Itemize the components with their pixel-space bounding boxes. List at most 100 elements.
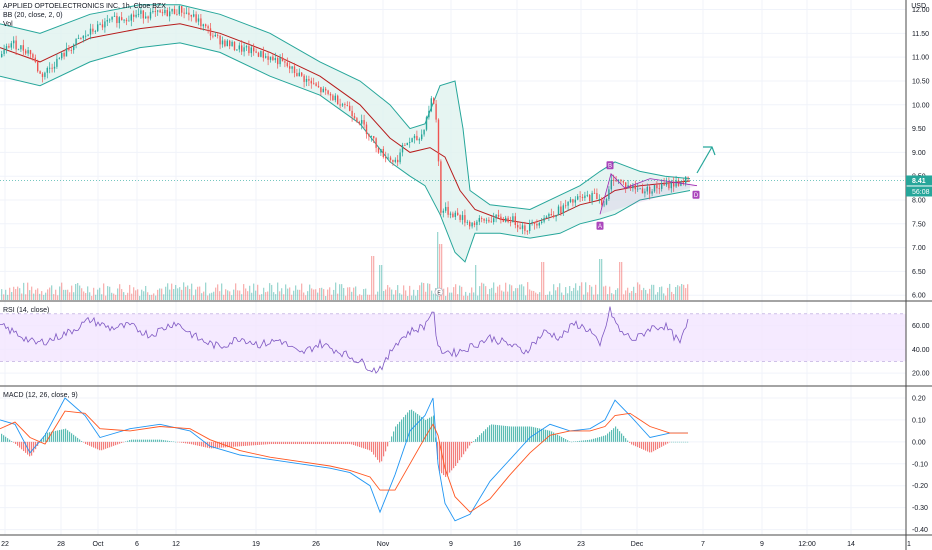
macd-pane[interactable] — [0, 397, 689, 522]
volume-bar — [577, 290, 579, 300]
macd-histogram-bar — [469, 441, 471, 446]
candle-body — [469, 221, 471, 227]
candle-body — [89, 28, 92, 35]
macd-histogram-bar — [657, 441, 659, 449]
candle-body — [322, 88, 324, 93]
macd-histogram-bar — [491, 424, 493, 442]
macd-histogram-bar — [99, 441, 101, 451]
macd-histogram-bar — [393, 431, 395, 442]
macd-histogram-bar — [625, 438, 627, 442]
macd-histogram-bar — [537, 428, 539, 442]
volume-bar — [89, 292, 91, 300]
candle-body — [394, 159, 396, 162]
price-tick-label: 6.50 — [912, 269, 926, 276]
volume-bar — [497, 286, 499, 300]
volume-bar — [319, 288, 321, 300]
price-tick-label: 8.00 — [912, 198, 926, 205]
macd-tick-label: 0.10 — [912, 417, 926, 424]
candle-body — [15, 40, 17, 50]
volume-bar — [401, 294, 403, 300]
macd-histogram-bar — [157, 439, 159, 442]
macd-histogram-bar — [449, 441, 451, 473]
candle-body — [485, 219, 488, 221]
macd-histogram-bar — [485, 429, 487, 442]
candle-body — [65, 48, 68, 57]
volume-bar — [377, 291, 379, 300]
volume-bar — [209, 293, 211, 300]
macd-histogram-bar — [515, 426, 517, 442]
candle-body — [596, 193, 598, 200]
volume-bar — [501, 290, 503, 300]
macd-histogram-bar — [569, 441, 571, 442]
price-tick-label: 12.00 — [912, 7, 930, 14]
candle-body — [154, 11, 156, 12]
candle-body — [553, 215, 555, 217]
candle-body — [51, 67, 53, 69]
volume-bar — [93, 287, 95, 300]
macd-histogram-bar — [675, 441, 677, 443]
rsi-band — [0, 313, 906, 362]
volume-bar — [151, 294, 153, 300]
candle-body — [137, 13, 140, 15]
volume-bar — [141, 289, 143, 300]
volume-bar — [139, 295, 141, 300]
candle-body — [17, 49, 20, 51]
volume-bar — [325, 295, 327, 300]
macd-histogram-bar — [667, 441, 669, 444]
macd-histogram-bar — [241, 441, 243, 447]
macd-histogram-bar — [177, 441, 179, 443]
volume-bar — [637, 282, 639, 300]
volume-bar — [331, 294, 333, 300]
candle-body — [207, 26, 209, 29]
candle-body — [145, 16, 147, 19]
macd-histogram-bar — [205, 441, 207, 448]
candle-body — [581, 197, 584, 198]
candle-body — [421, 134, 423, 140]
macd-histogram-bar — [257, 441, 259, 445]
volume-bar — [393, 294, 395, 300]
volume-bar — [201, 293, 203, 300]
candle-body — [92, 28, 94, 32]
candle-body — [461, 215, 464, 220]
macd-histogram-bar — [455, 441, 457, 466]
candle-body — [358, 121, 360, 124]
macd-histogram-bar — [203, 441, 205, 447]
macd-histogram-bar — [409, 410, 411, 442]
pattern-line — [599, 173, 698, 215]
price-pane[interactable]: A B D E — [0, 4, 906, 300]
macd-histogram-bar — [673, 441, 675, 443]
candle-body — [229, 40, 231, 47]
pattern-fill — [600, 173, 697, 215]
macd-histogram-bar — [153, 439, 155, 442]
candle-body — [341, 104, 344, 106]
macd-histogram-bar — [559, 435, 561, 442]
volume-bar — [263, 287, 265, 300]
volume-bar — [433, 293, 435, 300]
volume-bar — [85, 292, 87, 300]
candle-body — [212, 35, 214, 37]
volume-bar — [305, 295, 307, 300]
macd-histogram-bar — [631, 441, 633, 445]
rsi-pane[interactable] — [0, 306, 906, 374]
macd-histogram-bar — [581, 440, 583, 442]
volume-bar — [193, 295, 195, 300]
volume-bar — [499, 284, 501, 300]
macd-histogram-bar — [221, 441, 223, 448]
volume-bar — [199, 286, 201, 300]
macd-histogram-bar — [307, 441, 309, 445]
macd-histogram-bar — [633, 441, 635, 446]
macd-histogram-bar — [655, 441, 657, 451]
candle-body — [663, 183, 665, 186]
macd-histogram-bar — [179, 441, 181, 443]
candle-body — [27, 50, 29, 54]
volume-bar — [191, 283, 193, 300]
candle-body — [560, 206, 562, 214]
candle-body — [356, 118, 358, 122]
price-tick-label: 10.50 — [912, 78, 930, 85]
volume-bar — [291, 294, 293, 300]
volume-bar — [565, 287, 567, 300]
macd-histogram-bar — [183, 441, 185, 444]
volume-bar — [615, 289, 617, 300]
time-tick-label: 28 — [57, 541, 65, 548]
